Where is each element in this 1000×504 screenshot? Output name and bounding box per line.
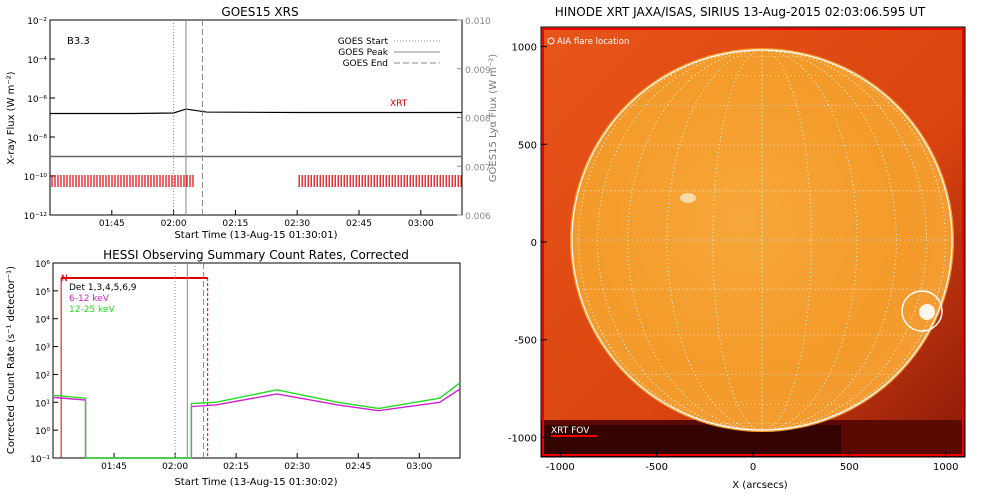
flare-bright-spot xyxy=(919,304,935,320)
xrt-title: HINODE XRT JAXA/ISAS, SIRIUS 13-Aug-2015… xyxy=(555,5,926,19)
hessi-plot-frame xyxy=(52,262,461,459)
goes-class-label: B3.3 xyxy=(67,36,90,47)
hessi-y-tick-label: 10¹ xyxy=(35,399,50,409)
goes-left-tick-label: 10⁻⁶ xyxy=(27,95,47,105)
xrt-y-tick-label: -500 xyxy=(514,336,537,347)
hessi-x-axis: 01:45 02:00 02:15 02:30 02:45 03:00 xyxy=(101,453,433,472)
hessi-band1-label: 6-12 keV xyxy=(69,294,110,304)
goes-right-tick-label: 0.009 xyxy=(465,66,491,76)
goes-left-tick-label: 10⁻⁴ xyxy=(27,56,47,66)
sun-longitude-line xyxy=(761,49,763,431)
hessi-x-tick-label: 03:00 xyxy=(406,462,432,472)
legend-goes-peak: GOES Peak xyxy=(338,48,388,58)
xrt-panel: HINODE XRT JAXA/ISAS, SIRIUS 13-Aug-2015… xyxy=(508,5,966,491)
hessi-x-tick-label: 02:45 xyxy=(345,462,371,472)
hessi-y-tick-label: 10⁰ xyxy=(35,427,50,437)
hessi-data-lines xyxy=(52,263,461,459)
goes-x-axis: 01:45 02:00 02:15 02:30 02:45 03:00 xyxy=(99,210,434,229)
goes-right-tick-label: 0.007 xyxy=(465,163,491,173)
xrt-x-tick-label: 1000 xyxy=(933,462,958,473)
bright-region-1 xyxy=(680,193,696,203)
goes-xrt-bars xyxy=(51,175,462,187)
xrt-x-axis: -1000 -500 0 500 1000 xyxy=(546,451,958,473)
goes-legend: GOES Start GOES Peak GOES End xyxy=(338,37,440,69)
hessi-panel: HESSI Observing Summary Count Rates, Cor… xyxy=(6,248,461,488)
xrt-x-tick-label: 500 xyxy=(840,462,859,473)
goes-left-tick-label: 10⁻¹⁰ xyxy=(24,173,48,183)
hessi-band1-line xyxy=(52,388,461,459)
goes-x-tick-label: 03:00 xyxy=(408,219,434,229)
xrt-x-tick-label: -500 xyxy=(645,462,668,473)
hessi-x-tick-label: 02:30 xyxy=(284,462,310,472)
xrt-sun-image xyxy=(541,27,965,457)
goes-right-tick-label: 0.006 xyxy=(465,212,491,222)
xrt-y-axis: 1000 500 0 -500 -1000 xyxy=(508,43,547,444)
hessi-y-tick-label: 10⁶ xyxy=(35,260,50,270)
hessi-y-tick-label: 10³ xyxy=(35,344,50,354)
xrt-y-tick-label: 1000 xyxy=(512,43,537,54)
xrt-xlabel: X (arcsecs) xyxy=(732,480,788,491)
xrt-dark-bottom-left xyxy=(541,425,841,457)
hessi-y-tick-label: 10⁵ xyxy=(35,288,50,298)
xrt-aia-label: AIA flare location xyxy=(557,37,629,47)
goes-data-lines xyxy=(50,20,462,215)
hessi-y-tick-label: 10² xyxy=(35,371,50,381)
goes-xlabel: Start Time (13-Aug-15 01:30:01) xyxy=(174,230,337,241)
goes-panel: GOES15 XRS 10⁻² 10⁻⁴ 10⁻⁶ 10⁻⁸ 10⁻¹⁰ 10⁻¹² 0.… xyxy=(6,5,499,241)
goes-left-tick-label: 10⁻² xyxy=(27,17,47,27)
hessi-y-tick-label: 10⁻¹ xyxy=(30,455,50,465)
goes-left-tick-label: 10⁻¹² xyxy=(24,212,48,222)
aia-flare-circle xyxy=(901,290,943,332)
xrt-y-tick-label: 0 xyxy=(531,238,537,249)
xrt-y-tick-label: -1000 xyxy=(508,433,537,444)
goes-right-tick-label: 0.010 xyxy=(465,17,491,27)
goes-right-axis: 0.010 0.009 0.008 0.007 0.006 xyxy=(457,17,491,222)
hessi-legend: Det 1,3,4,5,6,9 6-12 keV 12-25 keV xyxy=(69,283,137,315)
sun-limb-circle xyxy=(571,49,953,431)
hessi-x-tick-label: 02:00 xyxy=(162,462,188,472)
goes-left-axis: 10⁻² 10⁻⁴ 10⁻⁶ 10⁻⁸ 10⁻¹⁰ 10⁻¹² xyxy=(24,17,55,222)
goes-title: GOES15 XRS xyxy=(221,5,298,19)
hessi-y-tick-label: 10⁴ xyxy=(35,316,50,326)
hessi-title: HESSI Observing Summary Count Rates, Cor… xyxy=(103,248,409,262)
goes-ylabel-right: GOES15 Lyα Flux (W m⁻²) xyxy=(488,54,499,182)
xrt-x-tick-label: 0 xyxy=(750,462,756,473)
goes-x-tick-label: 01:45 xyxy=(99,219,125,229)
goes-left-tick-label: 10⁻⁸ xyxy=(27,134,47,144)
aia-legend-circle xyxy=(547,37,555,45)
hessi-x-tick-label: 01:45 xyxy=(101,462,127,472)
hessi-band2-label: 12-25 keV xyxy=(69,305,115,315)
goes-x-tick-label: 02:15 xyxy=(222,219,248,229)
sun-longitude-line xyxy=(666,49,858,431)
hessi-band2-line xyxy=(52,382,461,459)
goes-x-tick-label: 02:45 xyxy=(346,219,372,229)
goes-right-tick-label: 0.008 xyxy=(465,115,491,125)
goes-x-tick-label: 02:30 xyxy=(284,219,310,229)
legend-goes-start: GOES Start xyxy=(338,37,389,47)
hessi-det-label: Det 1,3,4,5,6,9 xyxy=(69,283,137,293)
hessi-y-axis: 10⁶ 10⁵ 10⁴ 10³ 10² 10¹ 10⁰ 10⁻¹ xyxy=(30,260,58,465)
goes-x-tick-label: 02:00 xyxy=(161,219,187,229)
goes-xray-line xyxy=(50,108,462,115)
xrt-x-tick-label: -1000 xyxy=(546,462,575,473)
legend-goes-end: GOES End xyxy=(343,59,388,69)
goes-ylabel-left: X-ray Flux (W m⁻²) xyxy=(6,71,17,164)
sun-disk xyxy=(570,48,954,432)
goes-xrt-label: XRT xyxy=(390,99,408,109)
xrt-fov-label: XRT FOV xyxy=(551,426,590,436)
hessi-xlabel: Start Time (13-Aug-15 01:30:02) xyxy=(174,477,337,488)
xrt-y-tick-label: 500 xyxy=(518,140,537,151)
hessi-ylabel: Corrected Count Rate (s⁻¹ detector⁻¹) xyxy=(6,266,17,454)
hessi-x-tick-label: 02:15 xyxy=(223,462,249,472)
